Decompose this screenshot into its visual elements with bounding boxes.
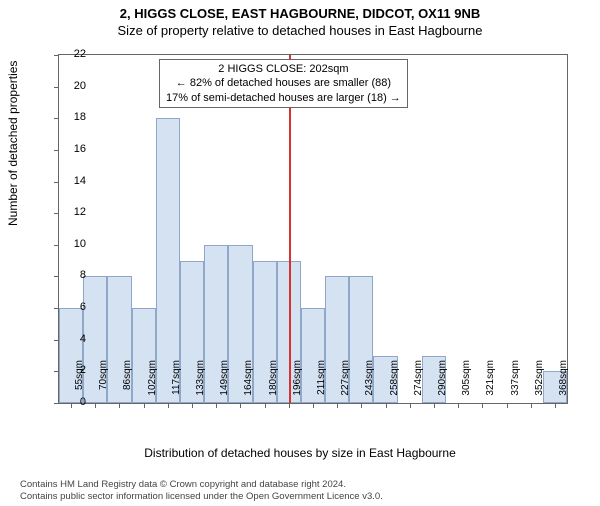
- x-tick-mark: [507, 403, 508, 408]
- x-tick-label: 258sqm: [389, 360, 400, 396]
- x-tick-label: 305sqm: [461, 360, 472, 396]
- x-tick-label: 164sqm: [243, 360, 254, 396]
- y-tick-mark: [54, 213, 59, 214]
- annotation-line2: ← 82% of detached houses are smaller (88…: [166, 76, 401, 90]
- x-tick-mark: [71, 403, 72, 408]
- annotation-line1: 2 HIGGS CLOSE: 202sqm: [166, 62, 401, 76]
- chart-title-line1: 2, HIGGS CLOSE, EAST HAGBOURNE, DIDCOT, …: [0, 6, 600, 21]
- x-axis-label: Distribution of detached houses by size …: [0, 446, 600, 460]
- chart-plot-area: 2 HIGGS CLOSE: 202sqm← 82% of detached h…: [58, 54, 568, 404]
- x-tick-mark: [265, 403, 266, 408]
- y-tick-label: 6: [80, 301, 86, 313]
- x-tick-mark: [216, 403, 217, 408]
- y-tick-label: 0: [80, 396, 86, 408]
- footer-attribution: Contains HM Land Registry data © Crown c…: [20, 479, 383, 502]
- y-tick-mark: [54, 403, 59, 404]
- x-tick-label: 70sqm: [98, 360, 109, 390]
- y-tick-label: 18: [74, 111, 86, 123]
- x-tick-label: 55sqm: [74, 360, 85, 390]
- y-tick-label: 10: [74, 238, 86, 250]
- y-tick-mark: [54, 150, 59, 151]
- x-tick-label: 243sqm: [364, 360, 375, 396]
- x-tick-label: 86sqm: [122, 360, 133, 390]
- x-tick-label: 352sqm: [534, 360, 545, 396]
- x-tick-mark: [458, 403, 459, 408]
- chart-title-line2: Size of property relative to detached ho…: [0, 23, 600, 38]
- y-tick-label: 14: [74, 175, 86, 187]
- y-axis-label: Number of detached properties: [6, 61, 20, 226]
- x-tick-mark: [434, 403, 435, 408]
- y-tick-mark: [54, 87, 59, 88]
- x-tick-mark: [313, 403, 314, 408]
- x-tick-mark: [240, 403, 241, 408]
- x-tick-mark: [531, 403, 532, 408]
- y-tick-mark: [54, 55, 59, 56]
- x-tick-label: 149sqm: [219, 360, 230, 396]
- x-tick-label: 196sqm: [292, 360, 303, 396]
- y-tick-label: 16: [74, 143, 86, 155]
- x-tick-mark: [410, 403, 411, 408]
- annotation-line3: 17% of semi-detached houses are larger (…: [166, 91, 401, 105]
- footer-line2: Contains public sector information licen…: [20, 491, 383, 502]
- y-tick-label: 8: [80, 269, 86, 281]
- x-tick-mark: [119, 403, 120, 408]
- x-tick-mark: [95, 403, 96, 408]
- footer-line1: Contains HM Land Registry data © Crown c…: [20, 479, 383, 490]
- y-tick-label: 12: [74, 206, 86, 218]
- x-tick-label: 133sqm: [195, 360, 206, 396]
- x-tick-label: 117sqm: [171, 360, 182, 395]
- annotation-box: 2 HIGGS CLOSE: 202sqm← 82% of detached h…: [159, 59, 408, 108]
- x-tick-mark: [386, 403, 387, 408]
- y-tick-mark: [54, 245, 59, 246]
- y-tick-label: 22: [74, 48, 86, 60]
- x-tick-mark: [337, 403, 338, 408]
- x-tick-mark: [289, 403, 290, 408]
- x-tick-mark: [555, 403, 556, 408]
- x-tick-label: 321sqm: [485, 360, 496, 396]
- x-tick-mark: [482, 403, 483, 408]
- x-tick-mark: [168, 403, 169, 408]
- x-tick-label: 180sqm: [268, 360, 279, 396]
- y-tick-mark: [54, 118, 59, 119]
- x-tick-mark: [192, 403, 193, 408]
- x-tick-label: 102sqm: [147, 360, 158, 396]
- x-tick-label: 211sqm: [316, 360, 327, 395]
- x-tick-label: 368sqm: [558, 360, 569, 396]
- y-tick-mark: [54, 182, 59, 183]
- x-tick-label: 290sqm: [437, 360, 448, 396]
- x-tick-label: 337sqm: [510, 360, 521, 396]
- x-tick-mark: [361, 403, 362, 408]
- y-tick-label: 4: [80, 333, 86, 345]
- y-tick-mark: [54, 276, 59, 277]
- x-tick-label: 227sqm: [340, 360, 351, 396]
- x-tick-mark: [144, 403, 145, 408]
- y-tick-label: 20: [74, 80, 86, 92]
- x-tick-label: 274sqm: [413, 360, 424, 396]
